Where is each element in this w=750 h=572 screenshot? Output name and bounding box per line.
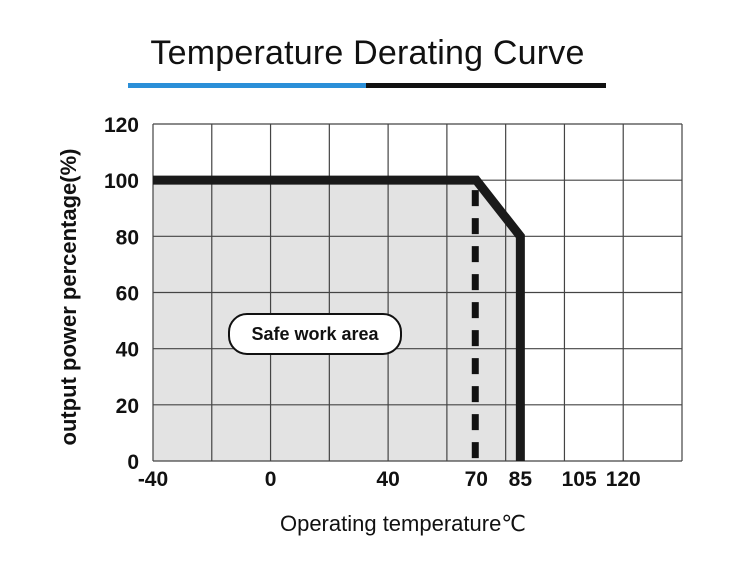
y-tick-label: 60 [116, 283, 139, 306]
chart-title: Temperature Derating Curve [150, 34, 585, 72]
y-tick-label: 100 [104, 170, 139, 193]
x-tick-label: 85 [509, 468, 533, 491]
x-tick-label: -40 [138, 468, 168, 491]
y-tick-label: 20 [116, 395, 139, 418]
x-axis-label: Operating temperature℃ [280, 511, 526, 536]
y-tick-label: 120 [104, 114, 139, 137]
y-tick-label: 40 [116, 339, 139, 362]
title-underline [366, 83, 606, 88]
x-tick-label: 120 [606, 468, 641, 491]
y-tick-label: 0 [127, 451, 139, 474]
series-layer [153, 175, 525, 461]
title-underline-accent [128, 83, 366, 88]
annotation-badge: Safe work area [228, 313, 402, 355]
x-tick-label: 40 [376, 468, 399, 491]
y-tick-label: 80 [116, 226, 139, 249]
annotation-badge-box [228, 313, 402, 355]
series-line [153, 175, 525, 461]
y-axis-label: output power percentage(%) [56, 148, 81, 445]
x-tick-label: 0 [265, 468, 277, 491]
x-tick-label: 105 [562, 468, 597, 491]
x-tick-label: 70 [465, 468, 488, 491]
annotation-badge-text: Safe work area [251, 324, 379, 344]
